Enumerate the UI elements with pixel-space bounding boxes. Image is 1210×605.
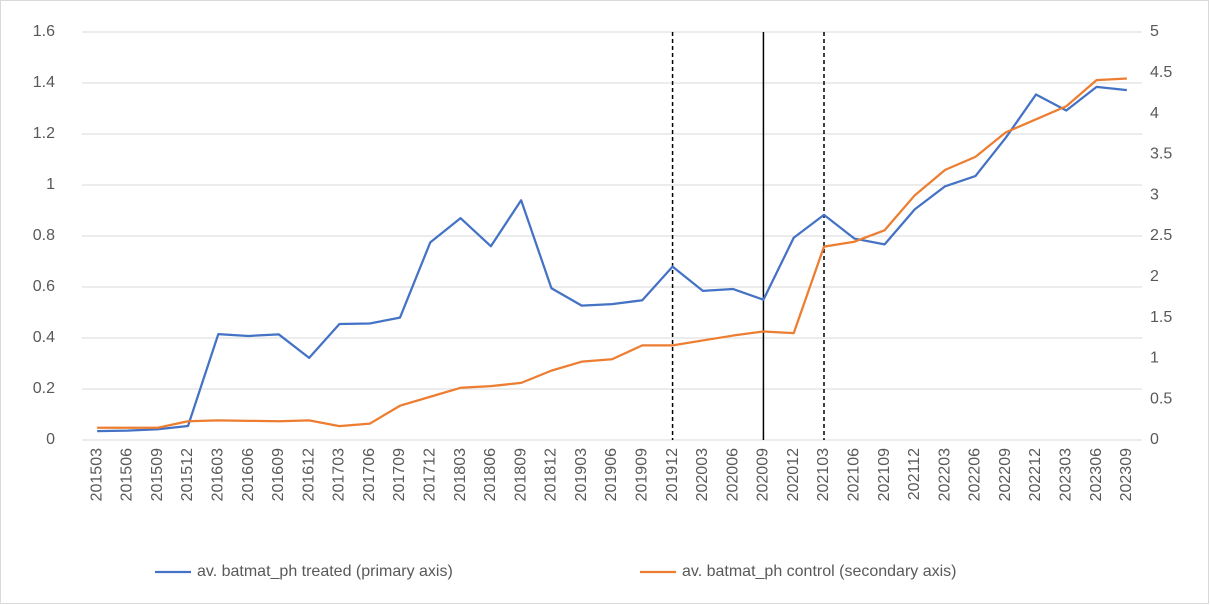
x-tick-label: 201612 <box>300 448 317 501</box>
x-tick-label: 202103 <box>815 448 832 501</box>
x-tick-label: 201703 <box>331 448 348 501</box>
legend-label: av. batmat_ph treated (primary axis) <box>197 563 453 580</box>
y-tick-label: 1 <box>46 176 55 193</box>
y2-tick-label: 5 <box>1150 23 1159 40</box>
y2-tick-label: 3.5 <box>1150 146 1172 163</box>
y2-tick-label: 4 <box>1150 105 1159 122</box>
y-tick-label: 0.8 <box>33 227 55 244</box>
x-tick-label: 202112 <box>906 448 923 500</box>
x-tick-label: 201606 <box>240 448 257 501</box>
y2-tick-label: 0 <box>1150 431 1159 448</box>
y2-tick-label: 1 <box>1150 350 1159 367</box>
y-tick-label: 0 <box>46 431 55 448</box>
y2-tick-label: 0.5 <box>1150 390 1172 407</box>
x-tick-label: 202309 <box>1118 448 1135 501</box>
x-tick-label: 202012 <box>785 448 802 501</box>
x-tick-label: 201709 <box>391 448 408 501</box>
x-tick-label: 201912 <box>664 448 681 501</box>
y-tick-label: 1.6 <box>33 23 55 40</box>
x-tick-label: 201803 <box>452 448 469 501</box>
x-tick-label: 202106 <box>846 448 863 501</box>
x-tick-label: 202109 <box>876 448 893 501</box>
x-tick-label: 201712 <box>422 448 439 501</box>
x-tick-label: 202209 <box>997 448 1014 501</box>
x-tick-label: 201706 <box>361 448 378 501</box>
x-tick-label: 201906 <box>603 448 620 501</box>
y-tick-label: 0.4 <box>33 329 55 346</box>
x-tick-label: 201603 <box>210 448 227 501</box>
x-tick-label: 201806 <box>482 448 499 501</box>
x-tick-label: 202203 <box>936 448 953 501</box>
y-tick-label: 1.2 <box>33 125 55 142</box>
y-tick-label: 1.4 <box>33 74 55 91</box>
x-tick-label: 202306 <box>1088 448 1105 501</box>
x-tick-label: 202003 <box>694 448 711 501</box>
x-tick-label: 201506 <box>119 448 136 501</box>
y2-tick-label: 2.5 <box>1150 227 1172 244</box>
series-line <box>97 77 1127 429</box>
x-tick-label: 201903 <box>573 448 590 501</box>
x-tick-label: 201512 <box>179 448 196 501</box>
y-tick-label: 0.6 <box>33 278 55 295</box>
x-tick-label: 202212 <box>1027 448 1044 501</box>
x-tick-label: 201609 <box>270 448 287 501</box>
x-tick-label: 201812 <box>543 448 560 501</box>
x-tick-label: 201503 <box>88 448 105 501</box>
y2-tick-label: 2 <box>1150 268 1159 285</box>
x-tick-label: 202206 <box>967 448 984 501</box>
x-tick-label: 202006 <box>724 448 741 501</box>
y2-tick-label: 4.5 <box>1150 64 1172 81</box>
x-tick-label: 201509 <box>149 448 166 501</box>
x-tick-label: 201909 <box>634 448 651 501</box>
y-tick-label: 0.2 <box>33 380 55 397</box>
x-tick-label: 202303 <box>1058 448 1075 501</box>
series-line <box>97 85 1127 433</box>
y2-tick-label: 1.5 <box>1150 309 1172 326</box>
x-tick-label: 201809 <box>512 448 529 501</box>
legend-label: av. batmat_ph control (secondary axis) <box>682 563 957 580</box>
y2-tick-label: 3 <box>1150 186 1159 203</box>
x-tick-label: 202009 <box>755 448 772 501</box>
